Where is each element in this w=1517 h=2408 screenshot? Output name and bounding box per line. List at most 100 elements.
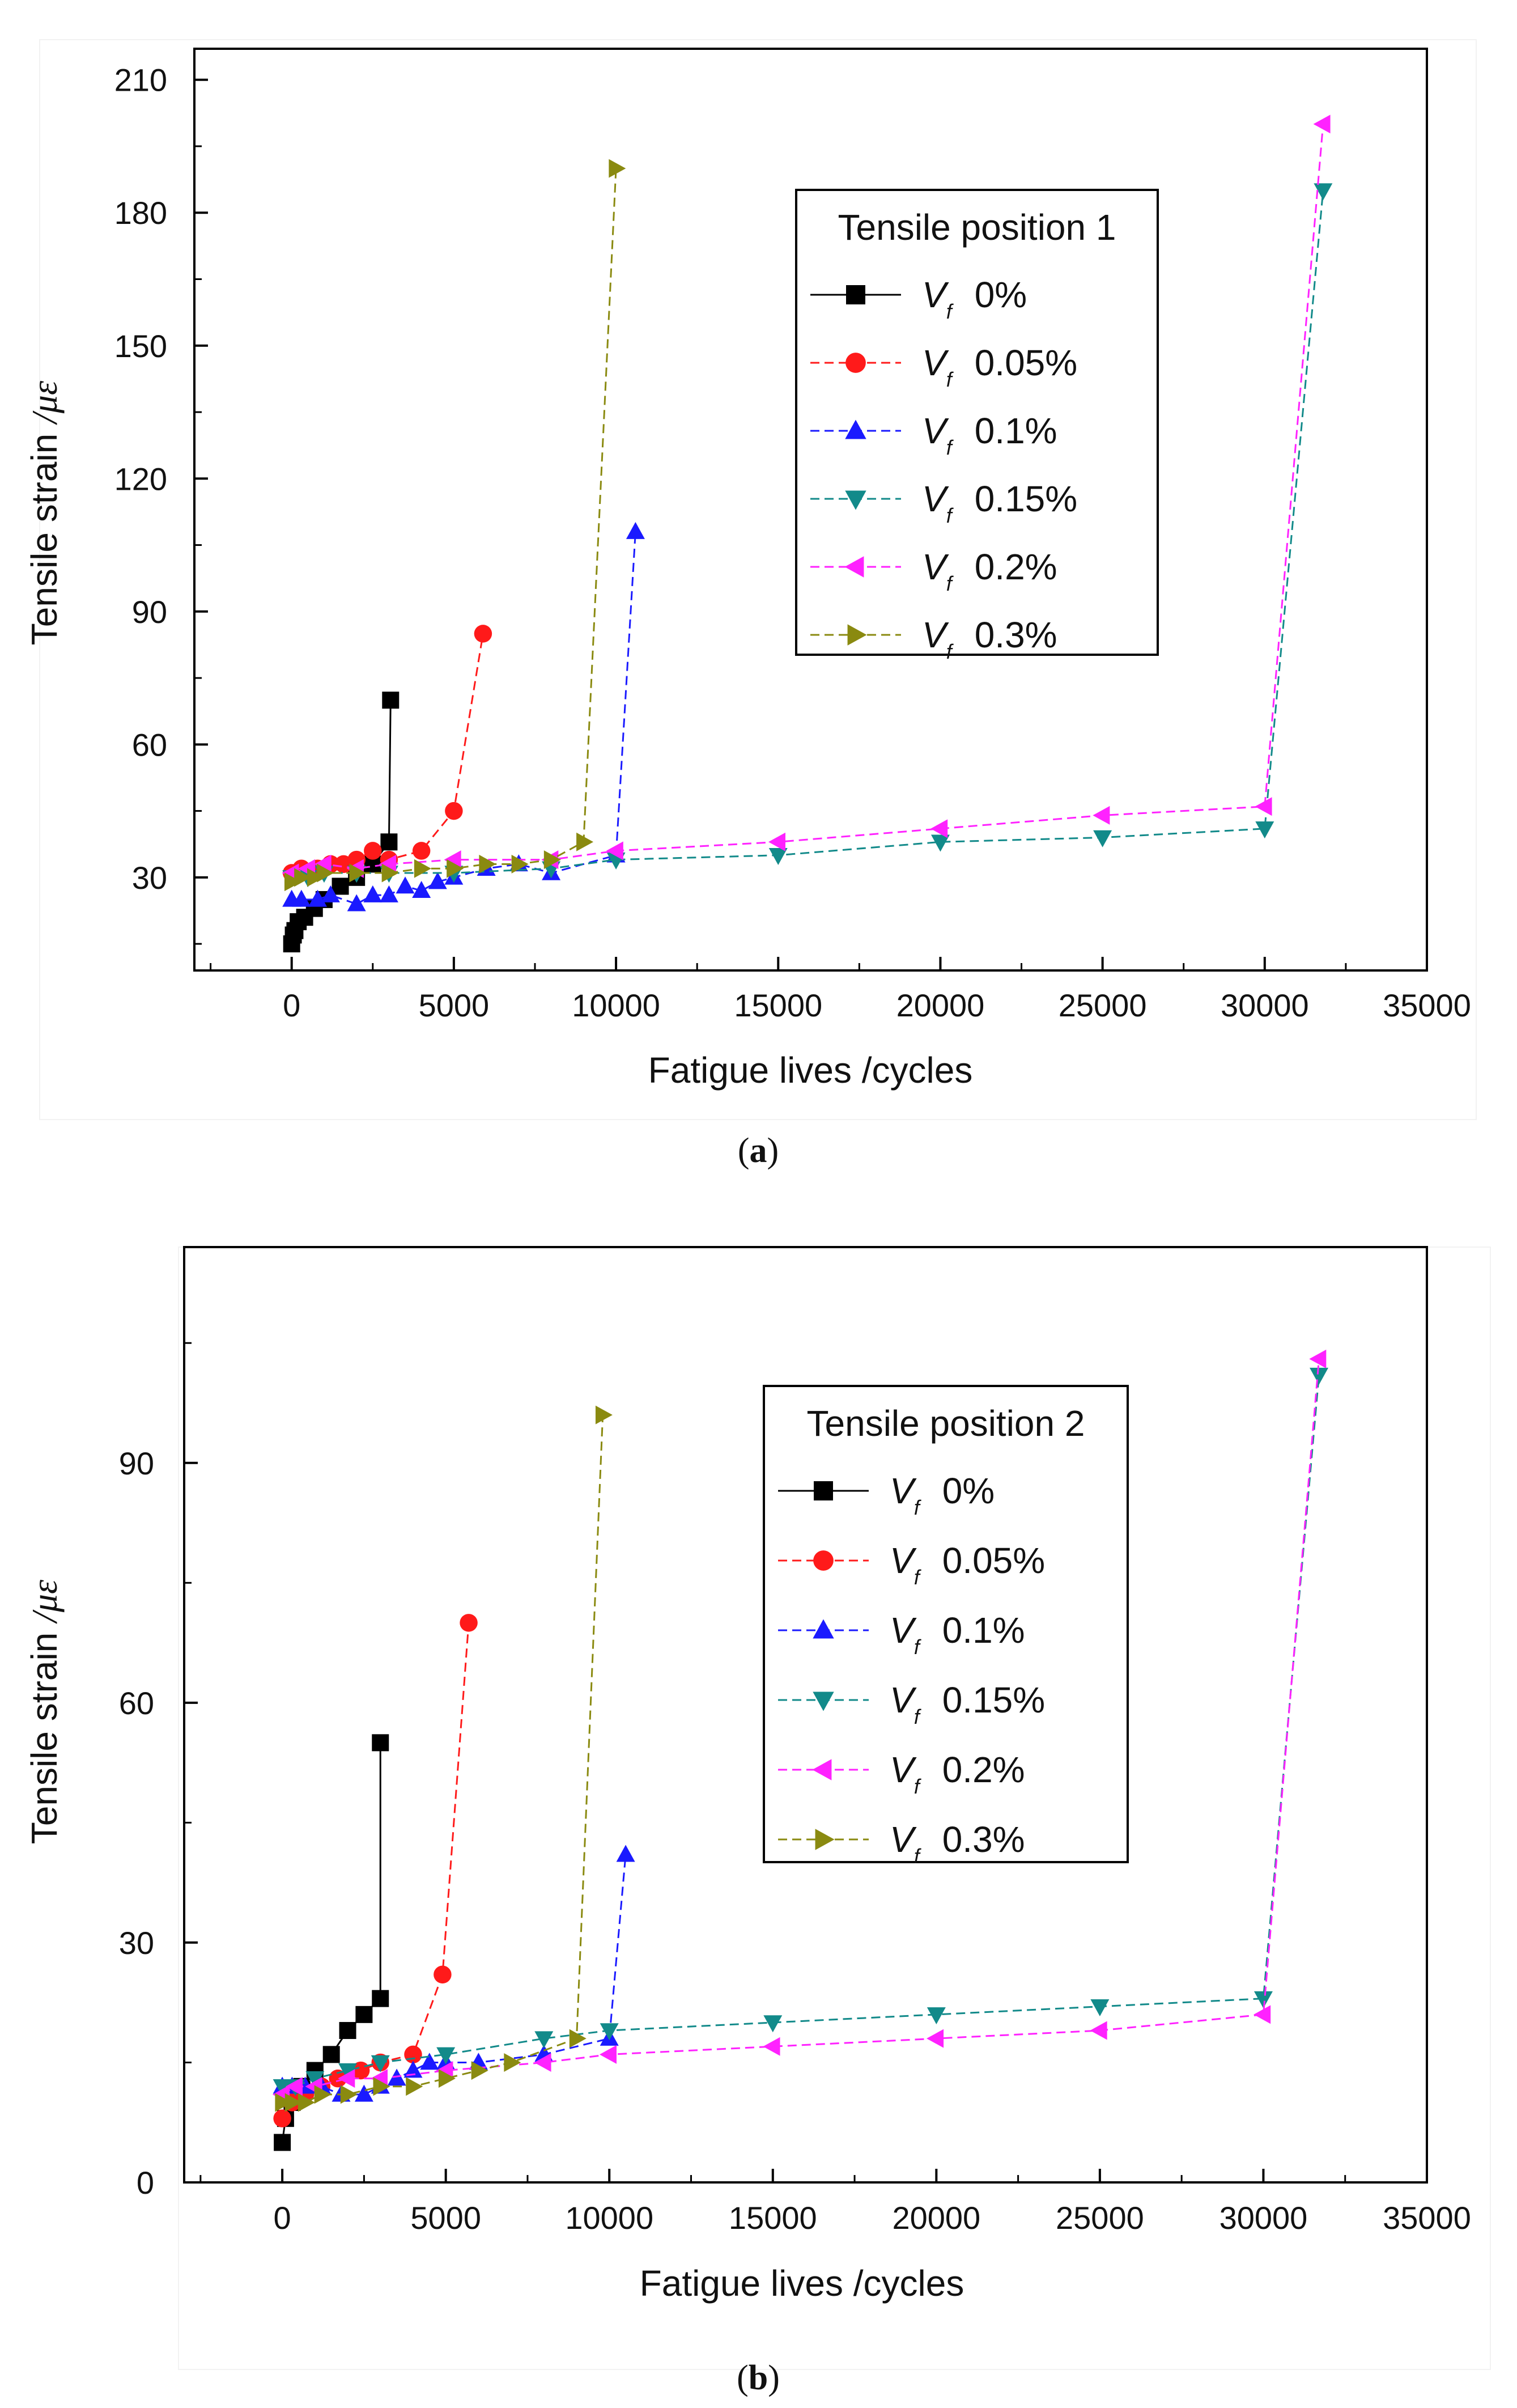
legend-vf: V: [922, 410, 949, 451]
legend-marker: [845, 419, 866, 439]
data-point: [274, 2134, 291, 2151]
data-point: [599, 2045, 617, 2064]
legend-vf: V: [890, 1540, 917, 1581]
legend-label: Vf 0.05%: [922, 342, 1077, 391]
data-point: [434, 1965, 452, 1984]
chart-panel-a: 0 5000 10000 15000 20000 25000 30000 35000 30 60 9…: [24, 39, 1477, 1170]
legend-item: Vf 0.1%: [778, 1610, 1025, 1659]
y-tick-label: 0: [137, 2165, 154, 2201]
x-axis-a: 0 5000 10000 15000 20000 25000 30000 35000: [210, 957, 1471, 1023]
legend-vf: V: [922, 274, 949, 315]
data-point: [322, 2046, 340, 2063]
data-point: [314, 854, 332, 874]
legend-vf: V: [922, 342, 949, 383]
data-point: [347, 894, 366, 912]
legend-label: Vf 0.05%: [890, 1540, 1045, 1589]
legend-item: Vf 0.05%: [778, 1540, 1045, 1589]
data-point: [543, 850, 561, 870]
caption-paren: ): [767, 1131, 779, 1170]
series-line: [291, 531, 636, 905]
legend-item: Vf 0.3%: [778, 1819, 1025, 1868]
data-point: [1253, 1991, 1273, 2008]
x-tick-label: 10000: [565, 2200, 653, 2236]
x-tick-label: 15000: [734, 987, 822, 1023]
data-point: [1309, 1349, 1327, 1368]
caption-paren: ): [768, 2359, 780, 2397]
data-point: [292, 889, 311, 907]
data-point: [930, 819, 948, 838]
legend-item: Vf 0.3%: [810, 614, 1057, 663]
legend-item: Vf 0%: [778, 1470, 995, 1519]
data-point: [420, 2053, 439, 2070]
y-axis-unit: /με: [24, 1579, 65, 1624]
legend-value: 0.2%: [975, 546, 1057, 587]
legend-a: Tensile position 1 Vf 0% Vf 0.05% Vf 0.1% Vf 0.1…: [795, 189, 1159, 663]
x-tick-label: 5000: [419, 987, 490, 1023]
x-tick-label: 0: [274, 2200, 291, 2236]
data-point: [927, 2007, 946, 2025]
x-tick-label: 20000: [896, 987, 985, 1023]
data-point: [340, 2085, 358, 2104]
data-point: [373, 2077, 390, 2096]
data-point: [1093, 806, 1110, 825]
data-point: [1310, 1367, 1329, 1385]
data-point: [606, 841, 623, 860]
data-point: [534, 2031, 554, 2049]
series-03-b: [275, 1405, 613, 2112]
data-point: [474, 625, 492, 643]
legend-label: Vf 0.1%: [922, 410, 1057, 459]
y-tick-label: 180: [114, 195, 167, 231]
legend-marker: [814, 1481, 833, 1500]
data-point: [927, 2029, 944, 2048]
legend-value: 0.1%: [975, 410, 1057, 451]
legend-label: Vf 0%: [922, 274, 1027, 323]
y-axis-a: 30 60 90 120 150 180 210: [114, 62, 208, 945]
legend-label: Vf 0.3%: [890, 1819, 1025, 1868]
data-point: [1255, 821, 1274, 839]
y-tick-label: 30: [119, 1925, 154, 1961]
data-point: [1253, 2005, 1271, 2024]
x-tick-label: 25000: [1059, 987, 1147, 1023]
legend-item: Vf 0.2%: [810, 546, 1057, 595]
legend-marker: [812, 1759, 832, 1780]
x-tick-label: 0: [283, 987, 300, 1023]
legend-marker: [847, 624, 867, 646]
legend-marker: [844, 556, 864, 578]
legend-value: 0.15%: [975, 478, 1077, 519]
data-point: [273, 2109, 291, 2127]
data-point: [412, 881, 431, 898]
figure-frame-a: [39, 39, 1477, 1120]
data-point: [294, 868, 312, 887]
legend-item: Vf 0.2%: [778, 1749, 1025, 1798]
y-axis-unit: /με: [24, 380, 65, 425]
series-01-a: [282, 522, 645, 912]
data-point: [355, 2006, 373, 2023]
chart-panel-b: 0 5000 10000 15000 20000 25000 30000 35000 0 30 60…: [24, 1246, 1491, 2397]
legend-label: Vf 0.3%: [922, 614, 1057, 663]
y-axis-label: Tensile strain /με: [24, 380, 65, 645]
legend-marker: [813, 1550, 834, 1571]
data-point: [406, 2077, 423, 2096]
series-line: [281, 1622, 470, 2119]
legend-item: Vf 0.1%: [810, 410, 1057, 459]
series-line: [282, 1415, 604, 2104]
legend-label: Vf 0.2%: [922, 546, 1057, 595]
legend-value: 0.3%: [942, 1819, 1025, 1860]
legend-marker: [846, 285, 865, 304]
data-point: [436, 2047, 456, 2064]
data-point: [372, 1734, 389, 1752]
y-axis-label-text: Tensile strain: [24, 423, 65, 645]
data-point: [479, 854, 496, 874]
data-point: [273, 2079, 292, 2097]
data-point: [609, 159, 626, 178]
data-point: [445, 802, 463, 820]
series-01-b: [273, 1845, 635, 2102]
y-tick-label: 60: [132, 727, 167, 762]
legend-marker: [813, 1619, 834, 1639]
data-point: [600, 2023, 619, 2041]
legend-value: 0.05%: [975, 342, 1077, 383]
data-point: [471, 2061, 488, 2080]
x-tick-label: 5000: [410, 2200, 481, 2236]
data-point: [763, 2015, 783, 2033]
